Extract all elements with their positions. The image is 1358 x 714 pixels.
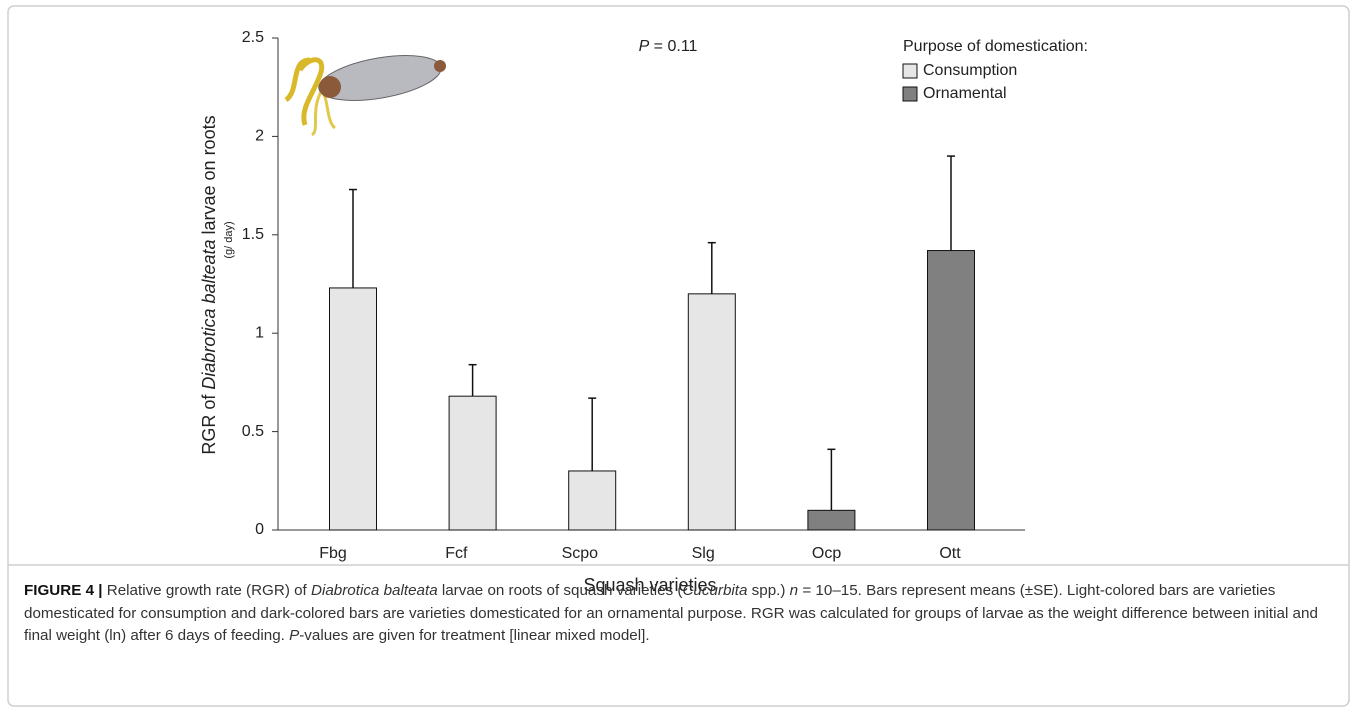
- y-axis-title: RGR of Diabrotica balteata larvae on roo…: [199, 115, 219, 454]
- x-tick-label: Scpo: [562, 545, 599, 562]
- caption: FIGURE 4 | Relative growth rate (RGR) of…: [24, 580, 1334, 648]
- caption-segment: P: [289, 627, 300, 644]
- x-tick-label: Slg: [692, 545, 715, 562]
- bar: [927, 250, 975, 531]
- text-segment: P: [639, 38, 650, 55]
- caption-segment: = 10–15. Bars represent means (±SE). Lig…: [24, 582, 1318, 644]
- bar: [448, 395, 497, 531]
- legend-label: Consumption: [923, 62, 1017, 79]
- larva-illustration: [284, 55, 446, 137]
- caption-segment: FIGURE 4 |: [24, 582, 107, 599]
- caption-segment: Cucurbita: [682, 582, 748, 599]
- legend-label: Ornamental: [923, 85, 1007, 102]
- text-segment: Diabrotica balteata: [199, 239, 219, 389]
- text-segment: RGR of: [199, 390, 219, 455]
- caption-segment: Diabrotica balteata: [311, 582, 438, 599]
- annotation: P = 0.11: [639, 38, 698, 55]
- bar: [568, 470, 617, 531]
- legend-title: Purpose of domestication:: [903, 38, 1088, 55]
- y-axis-unit: (g/ day): [223, 221, 235, 258]
- y-tick-label: 2: [255, 128, 264, 145]
- bar: [329, 287, 377, 531]
- y-tick-label: 1.5: [242, 226, 264, 243]
- bar: [807, 509, 856, 531]
- x-tick-label: Fcf: [445, 545, 468, 562]
- text-segment: = 0.11: [649, 38, 697, 55]
- y-tick-label: 2.5: [242, 29, 264, 46]
- x-axis-title: Squash varieties: [583, 575, 716, 595]
- caption-segment: Relative growth rate (RGR) of: [106, 582, 311, 599]
- caption-segment: spp.): [747, 582, 790, 599]
- frame: [7, 5, 1350, 707]
- caption-segment: -values are given for treatment [linear …: [299, 627, 650, 644]
- x-tick-label: Ott: [939, 545, 961, 562]
- y-tick-label: 0.5: [242, 423, 264, 440]
- caption-segment: n: [789, 582, 799, 599]
- x-tick-label: Fbg: [319, 545, 347, 562]
- y-tick-label: 1: [255, 324, 264, 341]
- bar: [687, 293, 736, 531]
- legend-swatch: [902, 86, 918, 102]
- y-tick-label: 0: [255, 521, 264, 538]
- legend-swatch: [902, 63, 918, 79]
- text-segment: larvae on roots: [199, 115, 219, 239]
- x-tick-label: Ocp: [812, 545, 841, 562]
- caption-segment: larvae on roots of squash varieties (: [437, 582, 683, 599]
